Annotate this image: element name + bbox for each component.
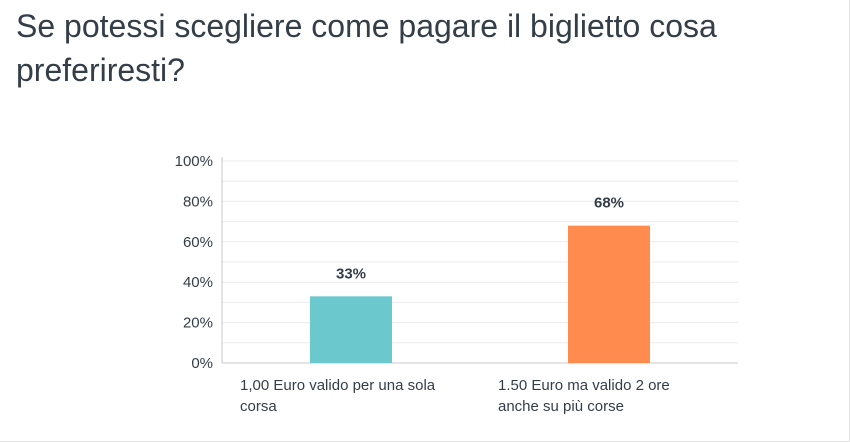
- category-label: 1,00 Euro valido per una sola corsa: [240, 377, 436, 415]
- gridlines: [222, 160, 738, 344]
- axes: [221, 157, 738, 364]
- y-tick-label: 60%: [183, 234, 213, 251]
- data-label: 33%: [336, 265, 366, 282]
- y-tick-label: 40%: [183, 274, 213, 291]
- data-labels: 33% 68%: [336, 195, 624, 283]
- category-label-line: anche su più corse: [498, 398, 624, 415]
- category-labels: 1,00 Euro valido per una sola corsa 1.50 E…: [240, 377, 670, 415]
- y-tick-label: 0%: [191, 355, 213, 372]
- y-tick-label: 80%: [183, 193, 213, 210]
- category-label-line: corsa: [240, 398, 277, 415]
- category-label-line: 1.50 Euro ma valido 2 ore: [498, 377, 670, 394]
- bar: [310, 296, 392, 363]
- chart-title: Se potessi scegliere come pagare il bigl…: [16, 8, 717, 88]
- category-label: 1.50 Euro ma valido 2 ore anche su più co…: [498, 377, 670, 415]
- category-label-line: 1,00 Euro valido per una sola: [240, 377, 436, 394]
- y-tick-label: 20%: [183, 315, 213, 332]
- data-label: 68%: [594, 195, 624, 212]
- bar: [568, 225, 650, 363]
- bars: [310, 225, 650, 363]
- y-tick-label: 100%: [175, 153, 213, 170]
- y-tick-labels: 0% 20% 40% 60% 80% 100%: [175, 153, 213, 372]
